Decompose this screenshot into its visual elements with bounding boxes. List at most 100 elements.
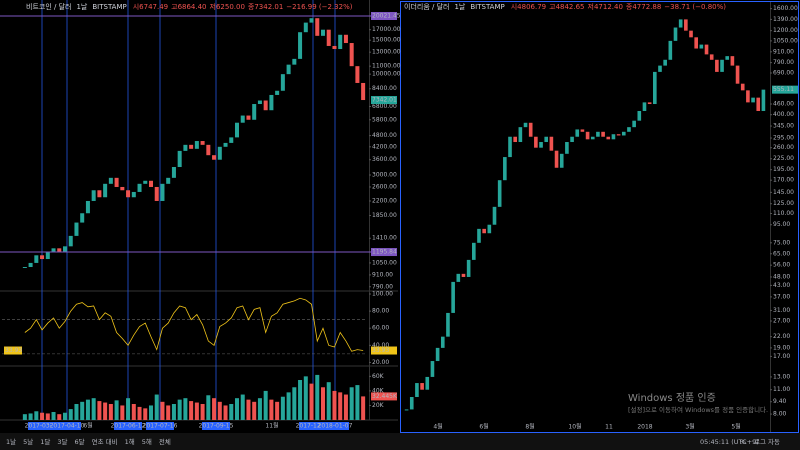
candle [523, 122, 528, 128]
volume-bar [206, 395, 211, 420]
candle [565, 142, 569, 154]
candle [404, 409, 409, 411]
option-button[interactable]: % [740, 438, 746, 446]
y-tick-label: 48.00 [773, 273, 790, 280]
volume-bar [126, 398, 131, 420]
candle [183, 144, 188, 151]
x-tick-label: 2018 [637, 424, 652, 431]
y-tick-label: 17000.00 [372, 26, 401, 33]
y-tick-label: 1850.00 [372, 212, 397, 219]
volume-bar [361, 396, 366, 420]
volume-bar [315, 374, 320, 420]
candle [68, 235, 73, 247]
candle [189, 144, 194, 149]
watermark-text: [설정]으로 이동하여 Windows를 정품 인증합니다. [628, 405, 768, 414]
volume-bar [286, 392, 291, 420]
volume-bar [68, 409, 73, 420]
ohlc: 종7342.01 [248, 3, 283, 11]
clock: 05:45:11 (UTC+9) [700, 438, 759, 446]
candle [616, 134, 621, 136]
candle [131, 191, 136, 198]
candle [709, 54, 714, 60]
volume-bar [292, 387, 297, 420]
candle [45, 252, 50, 260]
candle [549, 136, 554, 151]
candle [513, 136, 517, 143]
volume-bar [51, 412, 56, 420]
y-tick-label: 75.00 [773, 239, 790, 246]
volume-bar [298, 380, 303, 420]
volume-bar [338, 392, 343, 420]
candle [761, 89, 766, 111]
candle [528, 122, 533, 137]
option-button[interactable]: 자동 [768, 437, 780, 446]
range-button[interactable]: 3달 [57, 438, 67, 446]
y-tick-label: 40.00 [372, 342, 389, 349]
ohlc: 고6864.40 [171, 3, 206, 11]
range-button[interactable]: 1달 [40, 438, 50, 446]
price-label: 7342.01 [372, 97, 397, 104]
candle [554, 150, 559, 168]
range-button[interactable]: 전체 [159, 437, 171, 446]
x-tick-label: 2017-06-12 [111, 423, 146, 430]
date-highlight [28, 422, 56, 430]
candle [160, 183, 165, 201]
x-tick-label: 4월 [433, 423, 442, 431]
y-tick-label: 17.00 [773, 353, 790, 360]
exchange: BITSTAMP [92, 3, 126, 11]
candle [212, 155, 217, 160]
ohlc: 고4842.65 [549, 3, 584, 11]
y-tick-label: 170.00 [773, 177, 794, 184]
candle [320, 29, 326, 36]
candle [425, 376, 430, 390]
range-button[interactable]: 1해 [125, 437, 135, 446]
volume-bar [85, 399, 90, 420]
symbol: 비트코인 / 달러 [26, 2, 71, 11]
y-tick-label: 110.00 [773, 210, 794, 217]
range-button[interactable]: 5해 [142, 437, 152, 446]
range-button[interactable]: 5날 [23, 437, 33, 446]
candle [355, 66, 360, 83]
volume-bar [349, 387, 354, 420]
option-button[interactable]: 로그 [754, 438, 766, 446]
volume-bar [212, 398, 217, 420]
y-tick-label: 125.00 [773, 200, 794, 207]
ohlc: 저6250.00 [210, 2, 245, 11]
volume-bar [143, 408, 148, 420]
y-tick-label: 295.00 [773, 135, 794, 142]
x-tick-label: 10월 [568, 423, 581, 431]
candle [446, 312, 450, 337]
active-pane-border [400, 1, 799, 433]
candle [673, 27, 678, 41]
volume-bar [246, 399, 251, 420]
x-tick-label: 2017-12-20 [296, 423, 331, 430]
candle [539, 142, 543, 148]
y-tick-label: 20.00 [372, 359, 389, 366]
volume-bar [74, 404, 79, 420]
candle [229, 137, 234, 143]
y-tick-label: 690.00 [773, 69, 794, 76]
candle [103, 183, 108, 198]
range-button[interactable]: 연초 대비 [92, 437, 118, 446]
volume-bar [57, 414, 62, 420]
candle [632, 120, 636, 128]
date-highlight [146, 422, 174, 430]
volume-bar [45, 413, 50, 420]
range-button[interactable]: 1날 [6, 437, 16, 446]
date-highlight [202, 422, 230, 430]
candle [544, 136, 549, 143]
candle [74, 222, 79, 236]
volume-bar [166, 405, 171, 420]
candle [286, 64, 291, 75]
range-button[interactable]: 6달 [75, 438, 85, 446]
candle [292, 58, 297, 65]
y-tick-label: 4800.00 [372, 132, 397, 139]
candle [361, 82, 366, 101]
volume-bar [332, 390, 337, 420]
y-tick-label: 6800.00 [372, 103, 397, 110]
candle [309, 18, 314, 23]
candle [263, 100, 268, 111]
candle [725, 56, 730, 60]
candle [326, 29, 331, 46]
